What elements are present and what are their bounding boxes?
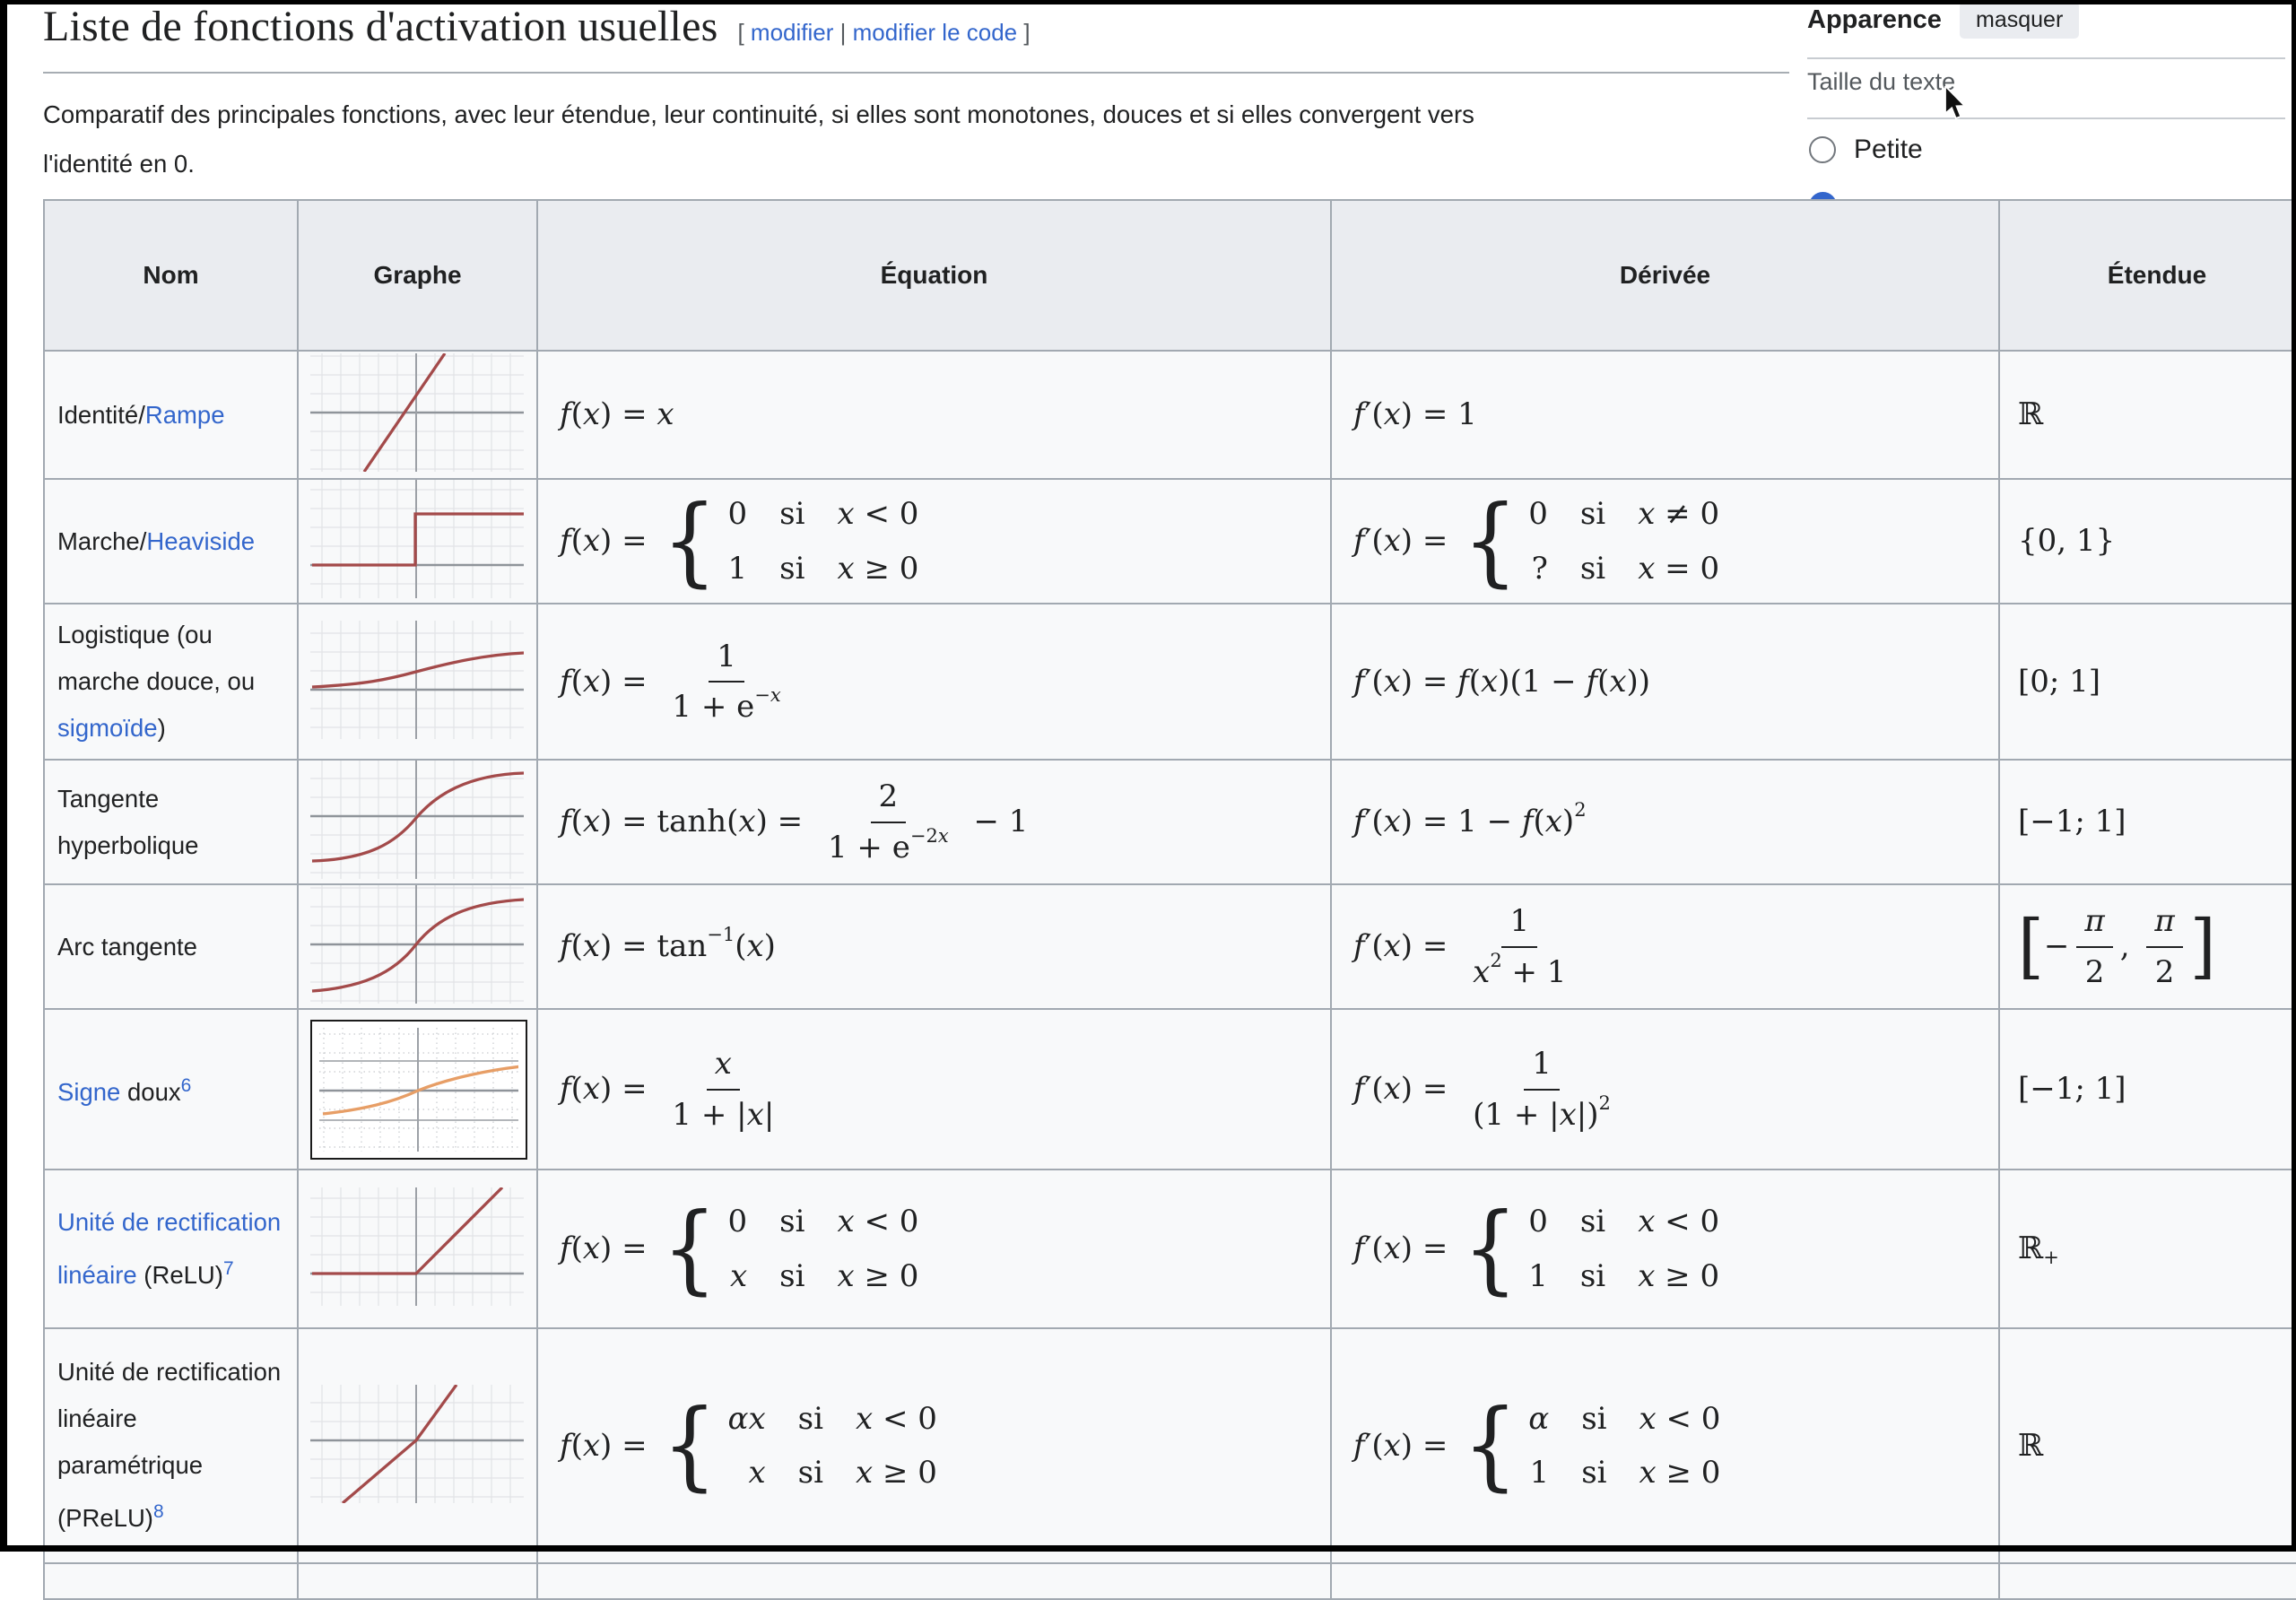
edit-link[interactable]: modifier xyxy=(750,19,834,46)
table-row: Logistique (ou marche douce, ou sigmoïde… xyxy=(43,603,2296,761)
col-header-derivee: Dérivée xyxy=(1330,199,2000,352)
graph-softsign[interactable] xyxy=(297,1008,538,1170)
text-size-label: Taille du texte xyxy=(1807,68,1956,95)
panel-divider xyxy=(1807,117,2285,119)
hide-panel-button[interactable]: masquer xyxy=(1960,2,2080,39)
edit-bracket-open: [ xyxy=(737,19,751,46)
cell-partial xyxy=(43,1562,299,1600)
graph-relu[interactable] xyxy=(297,1169,538,1329)
cell-etendue: ℝ xyxy=(1998,1327,2296,1564)
cell-partial xyxy=(1998,1562,2296,1600)
cell-nom: Logistique (ou marche douce, ou sigmoïde… xyxy=(43,603,299,761)
table-row-partial xyxy=(43,1562,2296,1600)
cell-etendue: [−1; 1] xyxy=(1998,759,2296,885)
cell-equation: f(x) = {0 si x < 0 x si x ≥ 0 xyxy=(536,1169,1332,1329)
cell-derivee: f ′(x) = 1 (1 + | x |) 2 xyxy=(1330,1008,2000,1170)
cell-partial xyxy=(1330,1562,2000,1600)
cell-etendue: [0; 1] xyxy=(1998,603,2296,761)
cell-nom: Identité/Rampe xyxy=(43,350,299,480)
intro-line-1: Comparatif des principales fonctions, av… xyxy=(43,100,1474,128)
cell-derivee: f ′(x) = {α si x < 0 1 si x ≥ 0 xyxy=(1330,1327,2000,1564)
reference-link[interactable]: 7 xyxy=(222,1257,234,1279)
graph-prelu[interactable] xyxy=(297,1327,538,1564)
cell-derivee: f ′(x) = 1 − f(x) 2 xyxy=(1330,759,2000,885)
graph-identity[interactable] xyxy=(297,350,538,480)
edit-bracket-close: ] xyxy=(1017,19,1031,46)
cell-nom: Tangente hyperbolique xyxy=(43,759,299,885)
wiki-link[interactable]: Rampe xyxy=(144,400,225,429)
graph-arctan[interactable] xyxy=(297,883,538,1010)
table-row: Unité de rectification linéaire paramétr… xyxy=(43,1327,2296,1564)
col-header-nom: Nom xyxy=(43,199,299,352)
intro-line-2: l'identité en 0. xyxy=(43,150,195,178)
graph-tanh[interactable] xyxy=(297,759,538,885)
radio-label: Petite xyxy=(1854,135,1923,164)
cell-derivee: f ′(x) = {0 si x ≠ 0? si x = 0 xyxy=(1330,478,2000,604)
edit-source-link[interactable]: modifier le code xyxy=(852,19,1018,46)
intro-paragraph: Comparatif des principales fonctions, av… xyxy=(43,90,1801,188)
cell-etendue: [−1; 1] xyxy=(1998,1008,2296,1170)
cell-derivee: f ′(x) = 1 xyxy=(1330,350,2000,480)
page-header: Liste de fonctions d'activation usuelles… xyxy=(43,2,1031,51)
cell-equation: f(x) = {0 si x < 0 1 si x ≥ 0 xyxy=(536,478,1332,604)
col-header-graphe: Graphe xyxy=(297,199,538,352)
table-header-row: Nom Graphe Équation Dérivée Étendue xyxy=(43,199,2296,352)
cell-partial xyxy=(536,1562,1332,1600)
wiki-link[interactable]: Signe xyxy=(57,1078,121,1107)
edit-separator: | xyxy=(833,19,853,46)
cell-nom: Unité de rectification linéaire (ReLU)7 xyxy=(43,1169,299,1329)
activation-functions-table: Nom Graphe Équation Dérivée Étendue Iden… xyxy=(43,199,2296,1600)
reference-link[interactable]: 8 xyxy=(152,1501,164,1523)
page-title: Liste de fonctions d'activation usuelles xyxy=(43,3,718,50)
cell-partial xyxy=(297,1562,538,1600)
appearance-title: Apparence xyxy=(1807,5,1942,34)
graph-logistic[interactable] xyxy=(297,603,538,761)
table-row: Unité de rectification linéaire (ReLU)7 f… xyxy=(43,1169,2296,1329)
title-divider xyxy=(43,72,1789,74)
wiki-link[interactable]: Unité de rectification linéaire xyxy=(57,1207,282,1290)
cell-equation: f(x) = tan −1(x) xyxy=(536,883,1332,1010)
cell-nom: Signe doux6 xyxy=(43,1008,299,1170)
table-body: Identité/Rampe f(x) = x f ′(x) = 1 ℝ Marche/H… xyxy=(43,350,2296,1600)
reference-link[interactable]: 6 xyxy=(180,1074,192,1096)
cell-etendue: [− π 2, π 2] xyxy=(1998,883,2296,1010)
wiki-link[interactable]: sigmoïde xyxy=(57,714,158,742)
cell-nom: Arc tangente xyxy=(43,883,299,1010)
radio-button-icon[interactable] xyxy=(1809,136,1836,163)
col-header-etendue: Étendue xyxy=(1998,199,2296,352)
cell-etendue: {0, 1} xyxy=(1998,478,2296,604)
cell-equation: f(x) = {αx si x < 0 x si x ≥ 0 xyxy=(536,1327,1332,1564)
radio-option-petite[interactable]: Petite xyxy=(1809,135,1923,165)
cell-nom: Marche/Heaviside xyxy=(43,478,299,604)
cell-derivee: f ′(x) = f(x)(1 − f(x)) xyxy=(1330,603,2000,761)
wiki-link[interactable]: Heaviside xyxy=(146,526,256,555)
cell-derivee: f ′(x) = {0 si x < 0 1 si x ≥ 0 xyxy=(1330,1169,2000,1329)
col-header-equation: Équation xyxy=(536,199,1332,352)
cell-etendue: ℝ xyxy=(1998,350,2296,480)
cell-nom: Unité de rectification linéaire paramétr… xyxy=(43,1327,299,1564)
table-row: Marche/Heaviside f(x) = {0 si x < 0 1 si x ≥ 0… xyxy=(43,478,2296,604)
graph-step[interactable] xyxy=(297,478,538,604)
cell-equation: f(x) = x xyxy=(536,350,1332,480)
section-edit-links: [ modifier | modifier le code ] xyxy=(737,19,1030,47)
cell-etendue: ℝ + xyxy=(1998,1169,2296,1329)
panel-divider xyxy=(1807,57,2285,59)
